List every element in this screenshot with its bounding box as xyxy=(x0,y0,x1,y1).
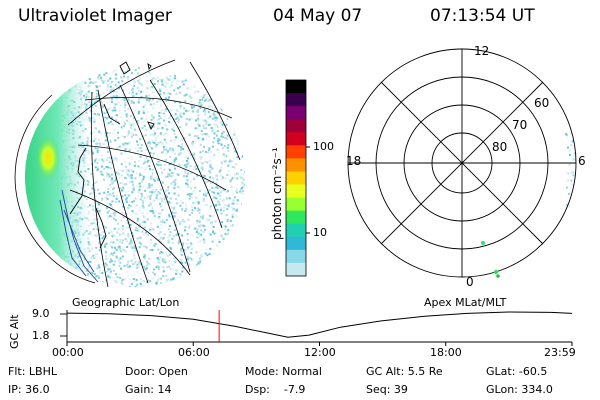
altitude-ytick-max: 9.0 xyxy=(32,307,50,320)
geo-map xyxy=(14,59,245,288)
page-title: Ultraviolet Imager xyxy=(18,6,172,26)
colorbar-unit-label: photon cm⁻²s⁻¹ xyxy=(270,147,284,240)
polar-dot xyxy=(493,269,499,275)
status-ip: IP: 36.0 xyxy=(8,383,50,396)
status-dsp: Dsp: -7.9 xyxy=(245,383,306,396)
altitude-xtick-1: 06:00 xyxy=(178,346,210,359)
colorbar-segment xyxy=(286,223,306,238)
altitude-plot xyxy=(60,310,573,346)
colorbar-segment xyxy=(286,132,306,146)
altitude-xtick-3: 18:00 xyxy=(430,346,462,359)
polar-map xyxy=(347,48,577,278)
time-label: 07:13:54 UT xyxy=(430,6,535,26)
polar-dot xyxy=(481,241,485,245)
status-gc-alt: GC Alt: 5.5 Re xyxy=(366,365,443,378)
date-label: 04 May 07 xyxy=(273,6,363,26)
limb-arc xyxy=(14,94,96,284)
colorbar-segment xyxy=(286,93,306,107)
colorbar-segment xyxy=(286,171,306,186)
aurora-hotspot xyxy=(36,136,60,180)
colorbar-tick-100: 100 xyxy=(313,140,334,153)
geo-grid xyxy=(67,59,241,288)
geo-map-caption: Geographic Lat/Lon xyxy=(72,296,180,309)
mlat-label-70: 70 xyxy=(512,118,528,132)
mlt-label-6: 6 xyxy=(578,154,586,168)
status-filter: Flt: LBHL xyxy=(8,365,57,378)
altitude-xtick-4: 23:59 xyxy=(544,346,576,359)
status-mode: Mode: Normal xyxy=(245,365,322,378)
colorbar-segment xyxy=(286,80,306,94)
colorbar xyxy=(285,79,310,277)
altitude-ylabel: GC Alt xyxy=(8,314,21,349)
status-door: Door: Open xyxy=(125,365,188,378)
status-gain: Gain: 14 xyxy=(125,383,172,396)
colorbar-segment xyxy=(286,145,306,159)
coastline xyxy=(69,61,155,249)
colorbar-segment xyxy=(286,262,306,277)
mlat-label-60: 60 xyxy=(534,96,550,110)
landmass-outline xyxy=(59,189,99,283)
colorbar-segment xyxy=(286,210,306,225)
colorbar-segment xyxy=(286,158,306,172)
colorbar-segment xyxy=(286,106,306,120)
status-glon: GLon: 334.0 xyxy=(486,383,553,396)
colorbar-segment xyxy=(286,119,306,133)
mlat-label-80: 80 xyxy=(492,140,508,154)
status-glat: GLat: -60.5 xyxy=(486,365,548,378)
colorbar-segment xyxy=(286,249,306,264)
altitude-series-line xyxy=(66,311,573,338)
altitude-xtick-0: 00:00 xyxy=(52,346,84,359)
status-seq: Seq: 39 xyxy=(366,383,408,396)
colorbar-segment xyxy=(286,184,306,199)
polar-dot xyxy=(496,274,500,278)
altitude-xtick-2: 12:00 xyxy=(304,346,336,359)
mlt-label-18: 18 xyxy=(346,154,362,168)
polar-map-caption: Apex MLat/MLT xyxy=(424,296,507,309)
limb-glow xyxy=(25,67,90,287)
colorbar-tick-10: 10 xyxy=(313,226,327,239)
mlt-label-12: 12 xyxy=(474,44,490,58)
altitude-ytick-min: 1.8 xyxy=(32,329,50,342)
mlt-label-0: 0 xyxy=(466,275,474,289)
colorbar-segment xyxy=(286,197,306,212)
colorbar-segment xyxy=(286,236,306,251)
